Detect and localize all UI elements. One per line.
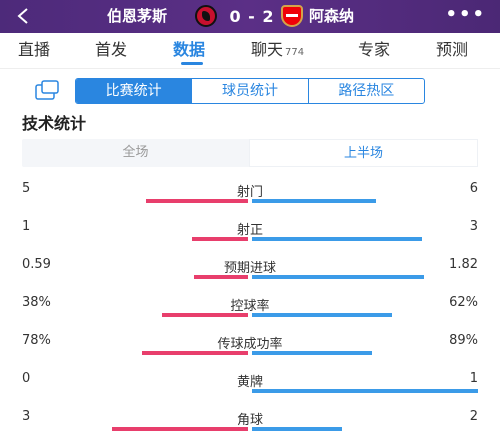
period-first-half[interactable]: 上半场 — [249, 139, 478, 167]
more-options-icon[interactable]: ••• — [445, 4, 486, 25]
main-tabs: 直播 首发 数据 聊天 774 专家 预测 — [0, 33, 500, 69]
stat-row-shots-on-target: 1 射正 3 — [0, 219, 500, 253]
tab-chat-label: 聊天 — [251, 40, 284, 59]
stat-row-shots: 5 射门 6 — [0, 181, 500, 215]
tab-live[interactable]: 直播 — [18, 40, 51, 59]
away-bar — [252, 313, 393, 317]
away-bar — [252, 237, 422, 241]
away-bar — [252, 389, 478, 393]
share-icon[interactable] — [35, 80, 59, 100]
home-bar — [141, 351, 248, 355]
home-value: 0 — [22, 371, 31, 386]
subtab-heatmap[interactable]: 路径热区 — [307, 79, 424, 103]
section-title: 技术统计 — [22, 114, 87, 133]
home-bar — [191, 237, 248, 241]
home-value: 78% — [22, 333, 51, 348]
tab-data[interactable]: 数据 — [173, 40, 206, 59]
stat-label: 射正 — [236, 223, 263, 238]
stat-row-expected-goals: 0.59 预期进球 1.82 — [0, 257, 500, 291]
tab-predict[interactable]: 预测 — [436, 40, 469, 59]
home-bar — [112, 427, 248, 431]
stat-label: 射门 — [236, 185, 263, 200]
stat-label: 控球率 — [230, 299, 270, 314]
stat-label: 黄牌 — [236, 375, 263, 390]
stat-label: 角球 — [236, 413, 263, 428]
away-bar — [252, 427, 343, 431]
away-value: 89% — [449, 333, 478, 348]
away-team-name[interactable]: 阿森纳 — [309, 7, 355, 25]
tab-experts[interactable]: 专家 — [358, 40, 391, 59]
stat-row-pass-accuracy: 78% 传球成功率 89% — [0, 333, 500, 367]
home-bar — [146, 199, 248, 203]
home-team-name[interactable]: 伯恩茅斯 — [107, 7, 168, 25]
active-tab-indicator — [181, 62, 203, 65]
match-score: 0 - 2 — [229, 7, 275, 26]
away-value: 6 — [469, 181, 478, 196]
away-value: 3 — [469, 219, 478, 234]
stats-subtabs: 比赛统计 球员统计 路径热区 — [75, 78, 425, 104]
stat-row-yellow-cards: 0 黄牌 1 — [0, 371, 500, 405]
away-value: 2 — [469, 409, 478, 424]
back-arrow-icon[interactable] — [14, 6, 34, 26]
away-value: 1.82 — [449, 257, 478, 272]
home-value: 1 — [22, 219, 31, 234]
stat-row-corners: 3 角球 2 — [0, 409, 500, 440]
home-value: 5 — [22, 181, 31, 196]
stat-row-possession: 38% 控球率 62% — [0, 295, 500, 329]
stat-label: 预期进球 — [223, 261, 276, 276]
home-bar — [162, 313, 248, 317]
away-value: 62% — [449, 295, 478, 310]
home-value: 38% — [22, 295, 51, 310]
subtab-match-stats[interactable]: 比赛统计 — [76, 79, 192, 103]
match-header: 伯恩茅斯 0 - 2 阿森纳 ••• — [0, 0, 500, 33]
home-value: 0.59 — [22, 257, 51, 272]
away-team-badge-icon[interactable] — [281, 5, 303, 27]
away-bar — [252, 351, 372, 355]
tab-lineup[interactable]: 首发 — [95, 40, 128, 59]
home-bar — [193, 275, 248, 279]
stat-label: 传球成功率 — [217, 337, 283, 352]
chat-count: 774 — [285, 47, 305, 58]
home-team-badge-icon[interactable] — [195, 5, 217, 27]
tab-chat[interactable]: 聊天 774 — [251, 33, 304, 69]
home-value: 3 — [22, 409, 31, 424]
away-bar — [252, 275, 424, 279]
away-bar — [252, 199, 377, 203]
period-full-match[interactable]: 全场 — [122, 145, 149, 160]
period-toggle: 全场 上半场 — [22, 139, 478, 167]
away-value: 1 — [469, 371, 478, 386]
subtab-player-stats[interactable]: 球员统计 — [191, 79, 307, 103]
